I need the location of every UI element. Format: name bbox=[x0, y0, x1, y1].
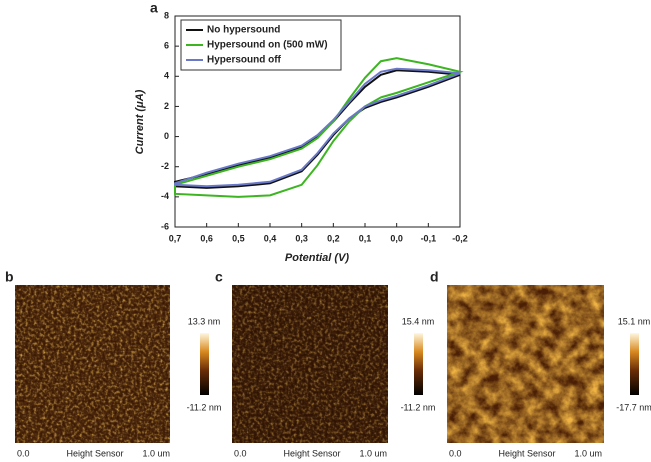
axis-label: Height Sensor bbox=[283, 448, 340, 458]
axis-end: 1.0 um bbox=[359, 448, 387, 458]
legend-label: No hypersound bbox=[207, 25, 280, 36]
legend-box bbox=[180, 19, 342, 71]
x-tick-label: 0,2 bbox=[327, 233, 340, 243]
y-tick-label: -4 bbox=[161, 191, 169, 201]
colorbar-max: 15.1 nm bbox=[618, 316, 651, 326]
x-tick-label: 0,3 bbox=[295, 233, 308, 243]
y-tick-label: 4 bbox=[164, 71, 169, 81]
plot-frame bbox=[174, 15, 461, 228]
x-tick-label: -0,1 bbox=[421, 233, 437, 243]
colorbar-min: -17.7 nm bbox=[616, 402, 651, 412]
x-axis-label: Potential (V) bbox=[285, 252, 350, 264]
x-tick-label: 0,6 bbox=[200, 233, 213, 243]
x-tick-label: 0,4 bbox=[264, 233, 277, 243]
y-axis-label: Current (μA) bbox=[134, 89, 146, 154]
y-tick-label: 6 bbox=[164, 41, 169, 51]
cv-curve bbox=[174, 57, 464, 198]
x-tick-label: 0,1 bbox=[359, 233, 372, 243]
y-tick-label: 8 bbox=[164, 10, 169, 20]
afm-texture bbox=[15, 285, 170, 443]
y-tick-label: 0 bbox=[164, 131, 169, 141]
colorbar bbox=[630, 333, 639, 395]
panel-label: d bbox=[430, 269, 439, 285]
colorbar-min: -11.2 nm bbox=[187, 402, 222, 412]
y-tick-label: -6 bbox=[161, 221, 169, 231]
x-tick-label: 0,5 bbox=[232, 233, 245, 243]
colorbar bbox=[200, 333, 209, 395]
legend-label: Hypersound off bbox=[207, 55, 282, 66]
x-tick-label: 0,0 bbox=[390, 233, 403, 243]
afm-texture bbox=[447, 285, 604, 443]
cv-curve bbox=[174, 69, 461, 189]
panel-label: b bbox=[5, 269, 14, 285]
axis-label: Height Sensor bbox=[66, 448, 123, 458]
legend-label: Hypersound on (500 mW) bbox=[207, 40, 328, 51]
cv-curve bbox=[174, 67, 461, 188]
afm-texture bbox=[232, 285, 388, 443]
colorbar-max: 15.4 nm bbox=[402, 316, 435, 326]
afm-images bbox=[15, 285, 639, 443]
axis-end: 1.0 um bbox=[574, 448, 602, 458]
x-tick-label: 0,7 bbox=[169, 233, 182, 243]
panel-label: c bbox=[215, 269, 223, 285]
y-tick-label: 2 bbox=[164, 101, 169, 111]
y-tick-label: -2 bbox=[161, 161, 169, 171]
panel-label: a bbox=[150, 0, 158, 16]
axis-label: Height Sensor bbox=[498, 448, 555, 458]
colorbar-max: 13.3 nm bbox=[188, 316, 221, 326]
axis-start: 0.0 bbox=[17, 448, 30, 458]
colorbar-min: -11.2 nm bbox=[401, 402, 436, 412]
axis-start: 0.0 bbox=[234, 448, 247, 458]
axis-start: 0.0 bbox=[449, 448, 462, 458]
x-tick-label: -0,2 bbox=[452, 233, 468, 243]
axis-end: 1.0 um bbox=[142, 448, 170, 458]
colorbar bbox=[414, 333, 423, 395]
